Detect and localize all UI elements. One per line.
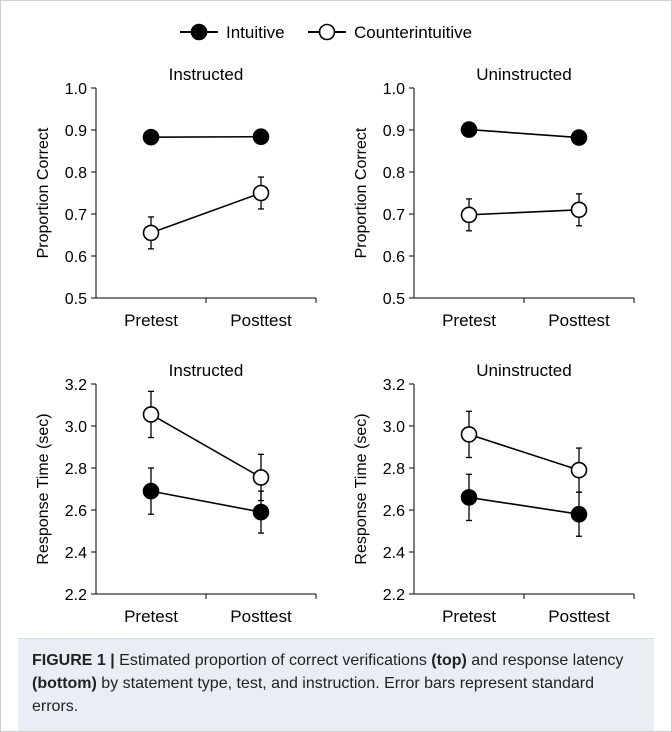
series-line-counterintuitive xyxy=(468,433,580,471)
series-intuitive xyxy=(460,473,588,537)
data-point-counterintuitive xyxy=(570,461,588,479)
x-tick-label: Pretest xyxy=(442,607,496,626)
series-counterintuitive xyxy=(460,193,588,232)
chart-accuracy-instructed: Instructed 0.5 0.6 0.7 0.8 0.9 1.0 Pretest Postt… xyxy=(30,60,330,350)
y-tick-label: 3.0 xyxy=(65,419,87,436)
series-intuitive xyxy=(142,128,270,146)
data-point-counterintuitive xyxy=(570,201,588,219)
y-tick-label: 3.2 xyxy=(383,377,405,394)
data-point-intuitive xyxy=(252,128,270,146)
chart-title: Instructed xyxy=(169,65,244,84)
chart-svg: Uninstructed 2.2 2.4 2.6 2.8 3.0 3.2 Pretest Pos… xyxy=(353,361,635,626)
legend-svg: Intuitive Counterintuitive xyxy=(180,23,472,42)
y-tick-label: 1.0 xyxy=(65,81,87,98)
y-axis-label: Proportion Correct xyxy=(353,127,370,258)
chart-title: Instructed xyxy=(169,361,244,380)
y-tick-label: 2.4 xyxy=(65,545,87,562)
y-tick-label: 0.9 xyxy=(65,123,87,140)
y-tick-label: 2.4 xyxy=(383,545,405,562)
chart-accuracy-uninstructed: Uninstructed 0.5 0.6 0.7 0.8 0.9 1.0 Pretest Pos… xyxy=(348,60,648,350)
series-line-intuitive xyxy=(468,128,580,139)
y-tick-label: 2.8 xyxy=(383,461,405,478)
figure-caption: FIGURE 1 | Estimated proportion of corre… xyxy=(32,649,644,718)
data-point-counterintuitive xyxy=(142,224,160,242)
legend-label-counterintuitive: Counterintuitive xyxy=(354,23,472,42)
data-point-intuitive xyxy=(252,503,270,521)
x-tick-label: Pretest xyxy=(124,311,178,330)
x-tick-label: Posttest xyxy=(548,311,610,330)
data-point-intuitive xyxy=(570,505,588,523)
legend: Intuitive Counterintuitive xyxy=(0,18,672,48)
chart-title: Uninstructed xyxy=(476,65,571,84)
y-tick-label: 2.6 xyxy=(383,503,405,520)
caption-bottom: (bottom) xyxy=(32,675,97,692)
data-point-intuitive xyxy=(460,121,478,138)
y-tick-label: 3.0 xyxy=(383,419,405,436)
series-line-intuitive xyxy=(150,490,262,513)
chart-svg: Instructed 0.5 0.6 0.7 0.8 0.9 1.0 Pretest Postt… xyxy=(35,65,317,330)
series-line-counterintuitive xyxy=(468,209,580,216)
chart-rt-instructed: Instructed 2.2 2.4 2.6 2.8 3.0 3.2 Pretest Postt… xyxy=(30,356,330,646)
series-intuitive xyxy=(142,467,270,534)
y-tick-label: 0.8 xyxy=(65,165,87,182)
series-counterintuitive xyxy=(142,176,270,250)
series-line-counterintuitive xyxy=(150,413,262,479)
data-point-intuitive xyxy=(142,482,160,500)
legend-marker-intuitive xyxy=(190,23,208,41)
data-point-counterintuitive xyxy=(252,469,270,486)
y-tick-label: 0.8 xyxy=(383,165,405,182)
y-axis-label: Proportion Correct xyxy=(35,127,52,258)
legend-item-intuitive: Intuitive xyxy=(180,23,285,42)
series-counterintuitive xyxy=(460,410,588,493)
data-point-counterintuitive xyxy=(460,206,478,224)
legend-label-intuitive: Intuitive xyxy=(226,23,285,42)
caption-text-2: and response latency xyxy=(466,652,624,669)
y-axis-label: Response Time (sec) xyxy=(353,413,370,564)
x-tick-label: Posttest xyxy=(548,607,610,626)
y-tick-label: 3.2 xyxy=(65,377,87,394)
y-tick-label: 2.2 xyxy=(383,587,405,604)
chart-rt-uninstructed: Uninstructed 2.2 2.4 2.6 2.8 3.0 3.2 Pretest Pos… xyxy=(348,356,648,646)
data-point-intuitive xyxy=(142,128,160,146)
y-tick-label: 0.6 xyxy=(65,249,87,266)
x-tick-label: Pretest xyxy=(442,311,496,330)
caption-box: FIGURE 1 | Estimated proportion of corre… xyxy=(18,638,654,731)
data-point-intuitive xyxy=(460,489,478,506)
y-tick-label: 0.7 xyxy=(65,207,87,224)
y-tick-label: 2.8 xyxy=(65,461,87,478)
x-tick-label: Posttest xyxy=(230,311,292,330)
chart-title: Uninstructed xyxy=(476,361,571,380)
y-tick-label: 0.7 xyxy=(383,207,405,224)
series-line-intuitive xyxy=(468,496,580,515)
y-tick-label: 2.2 xyxy=(65,587,87,604)
y-tick-label: 0.5 xyxy=(383,291,405,308)
legend-marker-counterintuitive xyxy=(318,23,336,41)
y-tick-label: 1.0 xyxy=(383,81,405,98)
y-tick-label: 0.5 xyxy=(65,291,87,308)
y-axis-label: Response Time (sec) xyxy=(35,413,52,564)
chart-svg: Instructed 2.2 2.4 2.6 2.8 3.0 3.2 Pretest Postt… xyxy=(35,361,317,626)
y-tick-label: 0.9 xyxy=(383,123,405,140)
caption-label: FIGURE 1 | xyxy=(32,652,115,669)
series-intuitive xyxy=(460,121,588,146)
series-line-counterintuitive xyxy=(150,192,262,234)
x-tick-label: Pretest xyxy=(124,607,178,626)
x-tick-label: Posttest xyxy=(230,607,292,626)
data-point-intuitive xyxy=(570,129,588,146)
caption-top: (top) xyxy=(431,652,467,669)
y-tick-label: 2.6 xyxy=(65,503,87,520)
y-tick-label: 0.6 xyxy=(383,249,405,266)
caption-text-3: by statement type, test, and instruction… xyxy=(32,675,594,715)
data-point-counterintuitive xyxy=(460,426,478,443)
chart-svg: Uninstructed 0.5 0.6 0.7 0.8 0.9 1.0 Pretest Pos… xyxy=(353,65,635,330)
data-point-counterintuitive xyxy=(142,406,160,423)
series-counterintuitive xyxy=(142,390,270,502)
caption-text-1: Estimated proportion of correct verifica… xyxy=(114,652,432,669)
data-point-counterintuitive xyxy=(252,184,270,202)
legend-item-counterintuitive: Counterintuitive xyxy=(308,23,472,42)
